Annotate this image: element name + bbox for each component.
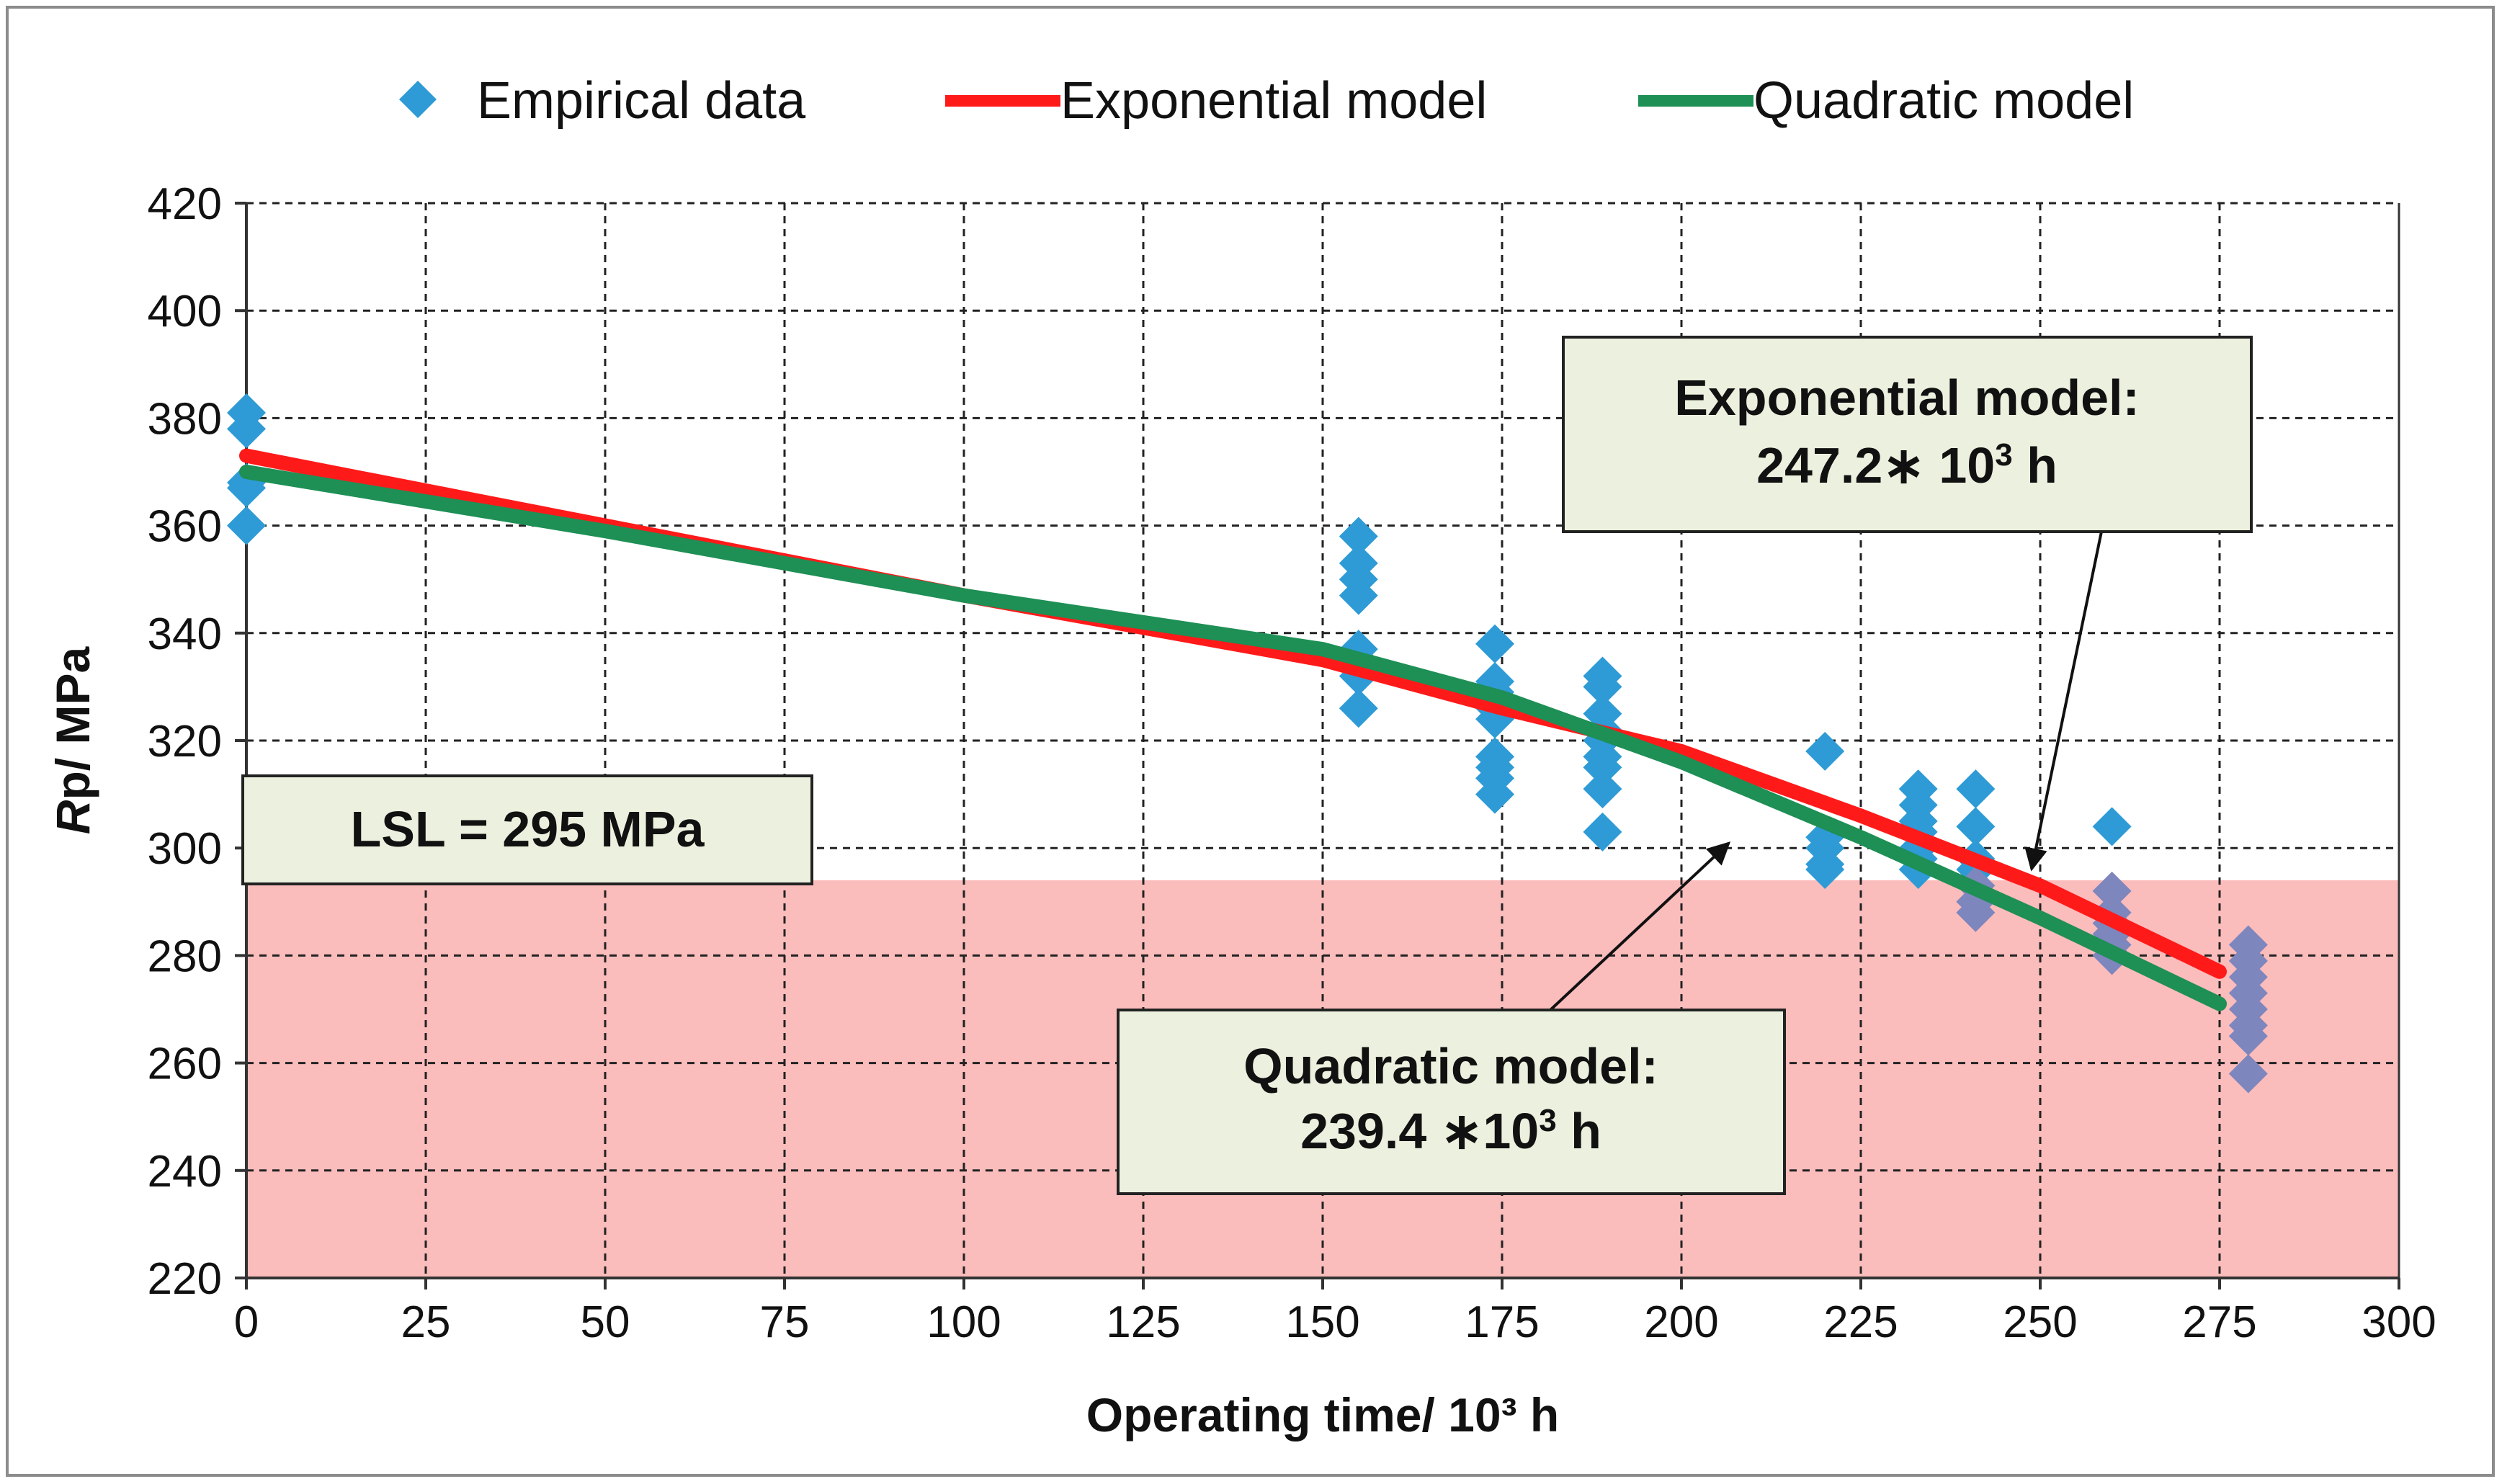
y-tick-label: 400 xyxy=(148,287,222,336)
data-point xyxy=(1956,769,1996,809)
x-tick-label: 0 xyxy=(234,1297,259,1347)
lsl-annotation: LSL = 295 MPa xyxy=(241,774,813,885)
data-point xyxy=(1583,812,1622,851)
data-point xyxy=(1956,807,1996,846)
data-point xyxy=(1475,774,1515,814)
quadratic-arrow xyxy=(1549,841,1731,1011)
y-tick-label: 280 xyxy=(148,931,222,981)
legend-marker-empirical xyxy=(399,81,437,118)
data-point xyxy=(1583,748,1622,787)
data-point xyxy=(1583,769,1622,809)
data-point xyxy=(2092,871,2132,911)
x-tick-label: 125 xyxy=(1106,1297,1180,1347)
y-axis-title: Rp/ MPa xyxy=(46,646,99,835)
quadratic-annotation: Quadratic model: 239.4 ∗103 h xyxy=(1117,841,1786,1195)
quadratic-value-unit: h xyxy=(1557,1103,1601,1159)
y-tick-label: 360 xyxy=(148,502,222,552)
data-point xyxy=(2092,807,2132,846)
quadratic-value-exponent: 3 xyxy=(1539,1103,1556,1138)
data-point xyxy=(227,409,266,449)
quadratic-box-line1: Quadratic model: xyxy=(1243,1038,1658,1094)
x-tick-label: 50 xyxy=(581,1297,630,1347)
x-tick-label: 200 xyxy=(1644,1297,1718,1347)
x-axis-title: Operating time/ 10³ h xyxy=(1086,1388,1559,1441)
y-tick-label: 260 xyxy=(148,1040,222,1089)
legend-label-empirical: Empirical data xyxy=(477,72,806,130)
x-tick-label: 225 xyxy=(1823,1297,1898,1347)
tick-labels: 0 25 50 75 100 125 150 175 200 225 250 275 300 220 240… xyxy=(148,179,2436,1347)
lsl-box xyxy=(241,774,813,885)
data-point xyxy=(1805,850,1845,890)
quadratic-box-line2: 239.4 ∗103 h xyxy=(1300,1103,1601,1160)
quadratic-box xyxy=(1117,1009,1786,1195)
y-tick-label: 220 xyxy=(148,1254,222,1304)
y-tick-label: 380 xyxy=(148,394,222,444)
chart-svg: 0 25 50 75 100 125 150 175 200 225 250 275 300 220 240… xyxy=(46,72,2436,1441)
data-point xyxy=(1339,689,1378,728)
quadratic-value: 239.4 ∗10 xyxy=(1300,1103,1539,1159)
data-point xyxy=(1339,576,1378,615)
exponential-value-exponent: 3 xyxy=(1995,437,2012,473)
exponential-annotation: Exponential model: 247.2∗ 103 h xyxy=(1562,336,2253,872)
quadratic-model-line xyxy=(239,465,2227,1011)
legend-label-exponential: Exponential model xyxy=(1060,72,1487,130)
x-tick-label: 25 xyxy=(401,1297,451,1347)
exponential-arrow xyxy=(2024,531,2103,872)
lsl-label: LSL = 295 MPa xyxy=(351,801,705,857)
x-tick-label: 100 xyxy=(926,1297,1001,1347)
x-tick-label: 300 xyxy=(2362,1297,2436,1347)
exponential-value-unit: h xyxy=(2013,437,2058,493)
data-point xyxy=(1475,624,1515,663)
data-point xyxy=(1805,731,1845,771)
x-tick-label: 250 xyxy=(2003,1297,2077,1347)
data-point xyxy=(1956,893,1996,932)
chart-frame: 0 25 50 75 100 125 150 175 200 225 250 275 300 220 240… xyxy=(6,6,2495,1477)
legend: Empirical data Exponential model Quadrat… xyxy=(399,72,2134,130)
y-axis-title-italic: R xyxy=(46,800,99,834)
y-tick-label: 240 xyxy=(148,1147,222,1197)
exponential-value: 247.2∗ 10 xyxy=(1756,437,1995,493)
model-lines xyxy=(239,448,2227,1011)
exponential-box-line2: 247.2∗ 103 h xyxy=(1756,437,2058,494)
exponential-box-line1: Exponential model: xyxy=(1674,370,2140,426)
exponential-box xyxy=(1562,336,2253,533)
y-tick-label: 320 xyxy=(148,717,222,766)
data-point xyxy=(2228,1054,2268,1094)
data-point xyxy=(1339,517,1378,556)
y-tick-label: 420 xyxy=(148,179,222,229)
x-tick-label: 275 xyxy=(2182,1297,2256,1347)
x-tick-label: 75 xyxy=(760,1297,810,1347)
data-point xyxy=(1583,667,1622,707)
legend-label-quadratic: Quadratic model xyxy=(1753,72,2134,130)
data-point xyxy=(227,506,266,545)
x-tick-label: 175 xyxy=(1465,1297,1539,1347)
y-tick-label: 340 xyxy=(148,609,222,659)
x-tick-label: 150 xyxy=(1285,1297,1359,1347)
data-point xyxy=(2228,1016,2268,1056)
y-axis-title-rest: p/ MPa xyxy=(46,646,99,800)
y-tick-label: 300 xyxy=(148,824,222,874)
